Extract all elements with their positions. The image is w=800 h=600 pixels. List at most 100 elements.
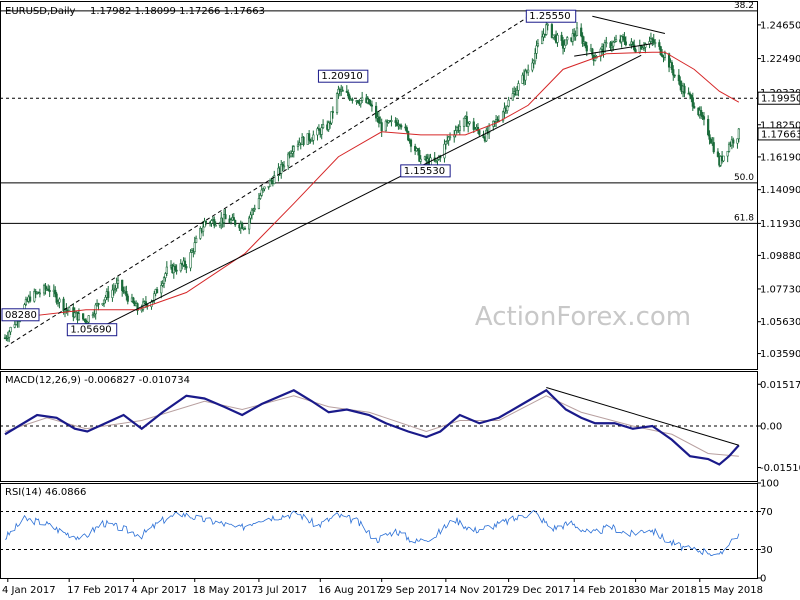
candle-body xyxy=(390,120,393,122)
x-tick-label: 16 Aug 2017 xyxy=(318,585,382,596)
candle-body xyxy=(202,226,205,232)
candle-body xyxy=(97,303,100,306)
candle-body xyxy=(33,291,36,302)
candle-body xyxy=(575,27,579,36)
x-tick-label: 4 Jan 2017 xyxy=(2,585,56,596)
candle-body xyxy=(126,295,129,302)
candle-body xyxy=(213,219,216,226)
candle-body xyxy=(620,36,623,43)
candle-body xyxy=(48,290,51,292)
price-tick-label: 1.07730 xyxy=(760,284,800,295)
price-level-box-label: 1.19950 xyxy=(761,94,800,105)
candle-body xyxy=(610,45,613,49)
candle-body xyxy=(321,124,325,128)
candle-body xyxy=(101,303,104,306)
price-tick-label: 1.09880 xyxy=(760,251,800,262)
candle-body xyxy=(561,40,565,49)
candle-body xyxy=(62,298,65,312)
candle-body xyxy=(104,297,107,301)
candle-body xyxy=(261,188,265,191)
candle-body xyxy=(628,43,632,46)
candle-body xyxy=(179,263,182,272)
candle-body xyxy=(302,136,305,145)
candle-body xyxy=(86,321,89,324)
candle-body xyxy=(160,285,163,294)
trendline xyxy=(574,43,653,57)
candle-body xyxy=(599,48,602,57)
annotation-label: 1.15530 xyxy=(404,166,445,177)
candle-body xyxy=(652,39,655,44)
price-tick-label: 1.11930 xyxy=(760,219,800,230)
candle-body xyxy=(38,292,41,295)
candle-body xyxy=(416,148,420,151)
candle-body xyxy=(102,299,106,304)
candle-body xyxy=(612,41,615,47)
candle-body xyxy=(419,158,422,162)
annotation-label: 1.20910 xyxy=(321,71,362,82)
candle-body xyxy=(327,122,330,130)
candle-body xyxy=(125,290,128,297)
candle-body xyxy=(273,175,276,185)
rsi-tick-label: 100 xyxy=(760,479,779,490)
candle-body xyxy=(249,214,252,219)
candle-body xyxy=(654,42,657,44)
candle-body xyxy=(474,128,477,131)
annotation-box xyxy=(525,9,577,23)
candle-body xyxy=(690,95,693,99)
candle-body xyxy=(263,186,266,190)
candle-body xyxy=(644,43,647,48)
candle-body xyxy=(195,238,198,243)
candle-body xyxy=(58,298,61,303)
candle-body xyxy=(458,125,461,131)
macd-tick-label: 0.015176 xyxy=(760,380,800,391)
candle-body xyxy=(405,127,408,132)
candle-body xyxy=(287,153,290,167)
candle-body xyxy=(9,326,12,333)
level-lines xyxy=(0,10,757,550)
candle-body xyxy=(370,104,374,107)
x-tick-label: 18 May 2017 xyxy=(193,585,258,596)
candle-body xyxy=(667,53,671,68)
rsi-tick-label: 0 xyxy=(760,574,766,585)
candle-body xyxy=(580,27,583,37)
trendline xyxy=(592,15,666,34)
candle-body xyxy=(155,289,159,294)
candle-body xyxy=(659,46,662,55)
candle-body xyxy=(250,209,254,216)
candle-body xyxy=(546,24,549,26)
candle-body xyxy=(77,313,81,321)
candle-body xyxy=(566,37,569,41)
candle-body xyxy=(448,136,452,139)
annotation-box xyxy=(66,323,118,337)
candle-body xyxy=(446,140,449,142)
candle-body xyxy=(183,260,187,267)
candle-body xyxy=(210,220,213,224)
candle-body xyxy=(700,110,703,116)
annotation-box xyxy=(317,69,369,83)
candle-body xyxy=(732,139,735,144)
candle-body xyxy=(87,315,90,323)
x-tick-label: 29 Sep 2017 xyxy=(380,585,443,596)
candle-body xyxy=(693,106,696,109)
candle-body xyxy=(83,318,86,321)
candle-body xyxy=(670,62,673,70)
candle-body xyxy=(380,122,383,132)
candle-body xyxy=(232,217,235,221)
candle-body xyxy=(394,120,397,123)
candle-body xyxy=(312,134,315,141)
candle-body xyxy=(296,144,300,147)
candle-body xyxy=(291,151,294,154)
candle-body xyxy=(345,91,348,93)
candle-body xyxy=(651,38,654,41)
candle-body xyxy=(709,139,713,144)
candle-body xyxy=(701,115,704,117)
candle-body xyxy=(203,220,206,228)
candle-body xyxy=(436,159,439,161)
candle-body xyxy=(535,45,538,54)
candle-body xyxy=(47,288,50,291)
candle-body xyxy=(6,336,9,339)
candle-body xyxy=(384,120,387,132)
price-tick-label: 1.18250 xyxy=(760,120,800,131)
candle-body xyxy=(185,266,188,269)
candle-body xyxy=(613,41,616,43)
